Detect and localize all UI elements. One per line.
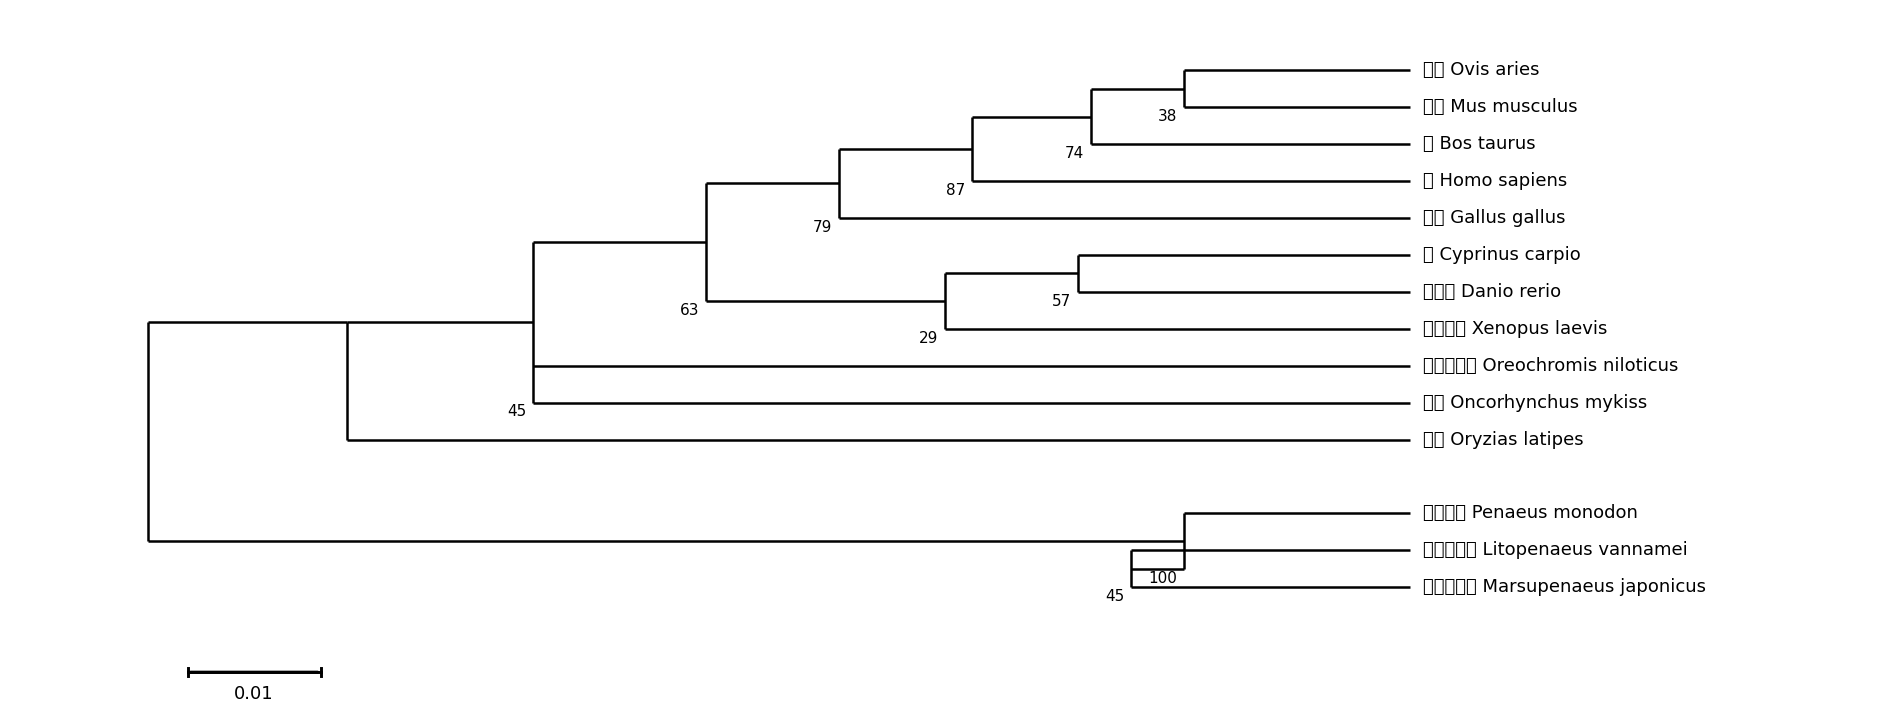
Text: 45: 45 [506,404,527,419]
Text: 鲤 Cyprinus carpio: 鲤 Cyprinus carpio [1422,246,1581,264]
Text: 凡纳滨对虾 Litopenaeus vannamei: 凡纳滨对虾 Litopenaeus vannamei [1422,542,1687,560]
Text: 斑节对虾 Penaeus monodon: 斑节对虾 Penaeus monodon [1422,505,1638,523]
Text: 牛 Bos taurus: 牛 Bos taurus [1422,135,1536,153]
Text: 原鸡 Gallus gallus: 原鸡 Gallus gallus [1422,209,1564,227]
Text: 绵羊 Ovis aries: 绵羊 Ovis aries [1422,61,1540,79]
Text: 29: 29 [918,331,937,346]
Text: 青鳉 Oryzias latipes: 青鳉 Oryzias latipes [1422,430,1583,448]
Text: 74: 74 [1065,146,1084,161]
Text: 0.01: 0.01 [234,685,274,703]
Text: 100: 100 [1149,570,1177,586]
Text: 虹鳟 Oncorhynchus mykiss: 虹鳟 Oncorhynchus mykiss [1422,393,1647,412]
Text: 63: 63 [680,303,699,318]
Text: 79: 79 [812,220,831,235]
Text: 45: 45 [1105,589,1124,604]
Text: 87: 87 [944,183,965,198]
Text: 38: 38 [1158,109,1177,124]
Text: 光滑爪蟾 Xenopus laevis: 光滑爪蟾 Xenopus laevis [1422,320,1608,338]
Text: 斑马鱼 Danio rerio: 斑马鱼 Danio rerio [1422,283,1560,301]
Text: 人 Homo sapiens: 人 Homo sapiens [1422,172,1566,190]
Text: 日本囊对虾 Marsupenaeus japonicus: 日本囊对虾 Marsupenaeus japonicus [1422,578,1706,596]
Text: 尼罗罗非鱼 Oreochromis niloticus: 尼罗罗非鱼 Oreochromis niloticus [1422,357,1677,375]
Text: 57: 57 [1052,294,1071,309]
Text: 小鼠 Mus musculus: 小鼠 Mus musculus [1422,98,1577,116]
